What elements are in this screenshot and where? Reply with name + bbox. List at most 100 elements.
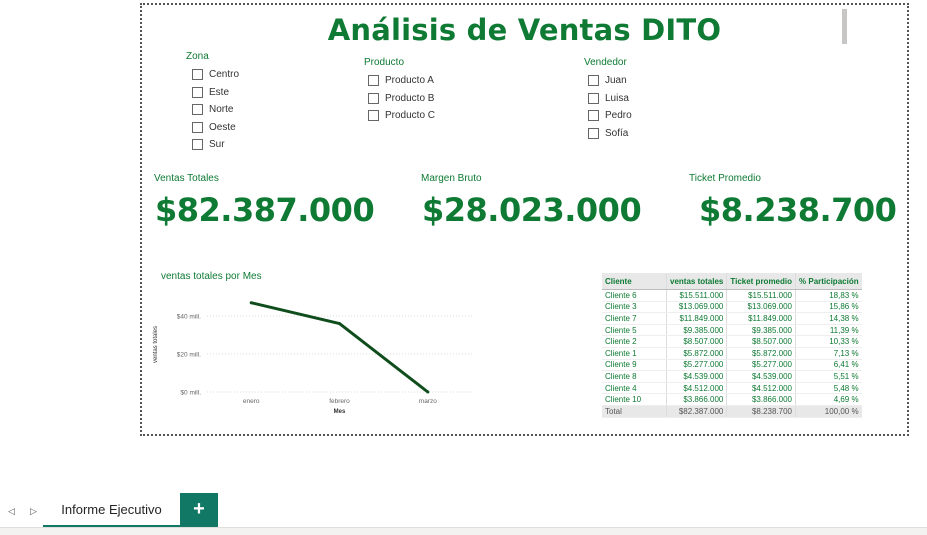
prev-page-icon[interactable]: ◁ bbox=[8, 506, 15, 516]
slicer-option-sur[interactable]: Sur bbox=[192, 136, 239, 154]
client-table: Cliente ventas totales Ticket promedio %… bbox=[602, 273, 862, 418]
table-row[interactable]: Cliente 5 $9.385.000 $9.385.000 11,39 % bbox=[602, 324, 862, 337]
cell-participacion: 5,48 % bbox=[795, 382, 862, 395]
line-chart[interactable]: $0 mill. $20 mill. $40 mill. enero febrero ma… bbox=[152, 267, 492, 417]
slicer-option-label: Juan bbox=[605, 75, 627, 87]
cell-ventas: $9.385.000 bbox=[665, 324, 727, 337]
cell-ticket: $8.507.000 bbox=[726, 335, 796, 348]
kpi-margen-label: Margen Bruto bbox=[421, 173, 482, 184]
tab-informe-ejecutivo[interactable]: Informe Ejecutivo bbox=[43, 493, 180, 528]
slicer-producto: Producto Producto A Producto B Producto … bbox=[364, 57, 435, 125]
slicer-option-label: Sofía bbox=[605, 127, 629, 139]
table-row[interactable]: Cliente 3 $13.069.000 $13.069.000 15,86 % bbox=[602, 301, 862, 314]
page-title: Análisis de Ventas DITO bbox=[327, 13, 722, 47]
table-row[interactable]: Cliente 9 $5.277.000 $5.277.000 6,41 % bbox=[602, 359, 862, 372]
cell-ventas: $13.069.000 bbox=[665, 301, 727, 314]
column-header-ticket[interactable]: Ticket promedio bbox=[726, 273, 796, 290]
cell-ticket: $9.385.000 bbox=[726, 324, 796, 337]
checkbox[interactable] bbox=[368, 92, 379, 104]
cell-ticket: $13.069.000 bbox=[726, 301, 796, 314]
checkbox[interactable] bbox=[192, 104, 203, 116]
chart-title: ventas totales por Mes bbox=[161, 271, 262, 282]
checkbox[interactable] bbox=[192, 139, 203, 151]
checkbox[interactable] bbox=[192, 69, 203, 81]
kpi-ventas-value: $82.387.000 bbox=[155, 191, 375, 229]
table-row[interactable]: Cliente 7 $11.849.000 $11.849.000 14,38 % bbox=[602, 312, 862, 325]
table-row[interactable]: Cliente 8 $4.539.000 $4.539.000 5,51 % bbox=[602, 370, 862, 383]
cell-cliente: Cliente 6 bbox=[602, 289, 667, 302]
cell-cliente: Cliente 7 bbox=[602, 312, 667, 325]
y-tick-label: $0 mill. bbox=[180, 390, 201, 397]
checkbox[interactable] bbox=[588, 92, 599, 104]
cell-cliente: Cliente 1 bbox=[602, 347, 667, 360]
slicer-option-pedro[interactable]: Pedro bbox=[588, 107, 632, 125]
table-row[interactable]: Cliente 10 $3.866.000 $3.866.000 4,69 % bbox=[602, 393, 862, 406]
column-header-ventas[interactable]: ventas totales bbox=[665, 273, 727, 290]
checkbox[interactable] bbox=[368, 110, 379, 122]
slicer-option-centro[interactable]: Centro bbox=[192, 66, 239, 84]
checkbox[interactable] bbox=[588, 127, 599, 139]
cell-ventas: $3.866.000 bbox=[665, 393, 727, 406]
slicer-option-label: Luisa bbox=[605, 92, 629, 104]
data-point bbox=[426, 390, 430, 394]
column-header-participacion[interactable]: % Participación bbox=[795, 273, 862, 290]
data-point bbox=[249, 301, 253, 305]
cell-cliente: Cliente 2 bbox=[602, 335, 667, 348]
cell-cliente: Cliente 10 bbox=[602, 393, 667, 406]
cell-ticket: $8.238.700 bbox=[726, 404, 796, 418]
cell-ventas: $4.539.000 bbox=[665, 370, 727, 383]
next-page-icon[interactable]: ▷ bbox=[30, 506, 37, 516]
checkbox[interactable] bbox=[588, 75, 599, 87]
cell-participacion: 6,41 % bbox=[795, 359, 862, 372]
slicer-option-label: Oeste bbox=[209, 121, 236, 133]
checkbox[interactable] bbox=[368, 75, 379, 87]
kpi-ticket-label: Ticket Promedio bbox=[689, 173, 761, 184]
cell-participacion: 100,00 % bbox=[795, 404, 862, 418]
table-total-row[interactable]: Total $82.387.000 $8.238.700 100,00 % bbox=[602, 404, 862, 418]
cell-cliente: Cliente 8 bbox=[602, 370, 667, 383]
table-row[interactable]: Cliente 6 $15.511.000 $15.511.000 18,83 % bbox=[602, 289, 862, 302]
checkbox[interactable] bbox=[192, 86, 203, 98]
slicer-option-label: Pedro bbox=[605, 110, 632, 122]
x-tick-label: marzo bbox=[419, 398, 437, 405]
slicer-option-producto-b[interactable]: Producto B bbox=[368, 90, 435, 108]
slicer-option-label: Sur bbox=[209, 139, 225, 151]
table-row[interactable]: Cliente 2 $8.507.000 $8.507.000 10,33 % bbox=[602, 335, 862, 348]
slicer-option-este[interactable]: Este bbox=[192, 84, 239, 102]
cell-ventas: $4.512.000 bbox=[665, 382, 727, 395]
slicer-option-label: Producto A bbox=[385, 75, 434, 87]
cell-participacion: 14,38 % bbox=[795, 312, 862, 325]
slicer-option-luisa[interactable]: Luisa bbox=[588, 90, 632, 108]
slicer-option-label: Norte bbox=[209, 104, 234, 116]
table-row[interactable]: Cliente 1 $5.872.000 $5.872.000 7,13 % bbox=[602, 347, 862, 360]
cell-ticket: $3.866.000 bbox=[726, 393, 796, 406]
kpi-ventas-label: Ventas Totales bbox=[154, 173, 219, 184]
cell-cliente: Cliente 9 bbox=[602, 359, 667, 372]
slicer-option-norte[interactable]: Norte bbox=[192, 101, 239, 119]
cell-participacion: 10,33 % bbox=[795, 335, 862, 348]
checkbox[interactable] bbox=[192, 121, 203, 133]
kpi-ticket-value: $8.238.700 bbox=[699, 191, 897, 229]
slicer-zona: Zona Centro Este Norte Oeste Sur bbox=[186, 51, 239, 154]
slicer-option-producto-a[interactable]: Producto A bbox=[368, 72, 435, 90]
scrollbar-thumb[interactable] bbox=[842, 9, 847, 44]
cell-participacion: 18,83 % bbox=[795, 289, 862, 302]
slicer-option-oeste[interactable]: Oeste bbox=[192, 119, 239, 137]
slicer-option-label: Centro bbox=[209, 69, 240, 81]
add-page-button[interactable]: + bbox=[180, 493, 218, 528]
cell-cliente: Total bbox=[602, 404, 667, 418]
slicer-vendedor: Vendedor Juan Luisa Pedro Sofía bbox=[584, 57, 632, 142]
cell-participacion: 5,51 % bbox=[795, 370, 862, 383]
slicer-option-sofia[interactable]: Sofía bbox=[588, 125, 632, 143]
slicer-option-producto-c[interactable]: Producto C bbox=[368, 107, 435, 125]
report-canvas: Análisis de Ventas DITO Zona Centro Este… bbox=[140, 3, 909, 436]
cell-ticket: $4.539.000 bbox=[726, 370, 796, 383]
table-row[interactable]: Cliente 4 $4.512.000 $4.512.000 5,48 % bbox=[602, 382, 862, 395]
cell-cliente: Cliente 3 bbox=[602, 301, 667, 314]
kpi-margen-value: $28.023.000 bbox=[422, 191, 642, 229]
checkbox[interactable] bbox=[588, 110, 599, 122]
slicer-option-juan[interactable]: Juan bbox=[588, 72, 632, 90]
column-header-cliente[interactable]: Cliente bbox=[602, 273, 667, 290]
cell-participacion: 7,13 % bbox=[795, 347, 862, 360]
cell-participacion: 11,39 % bbox=[795, 324, 862, 337]
